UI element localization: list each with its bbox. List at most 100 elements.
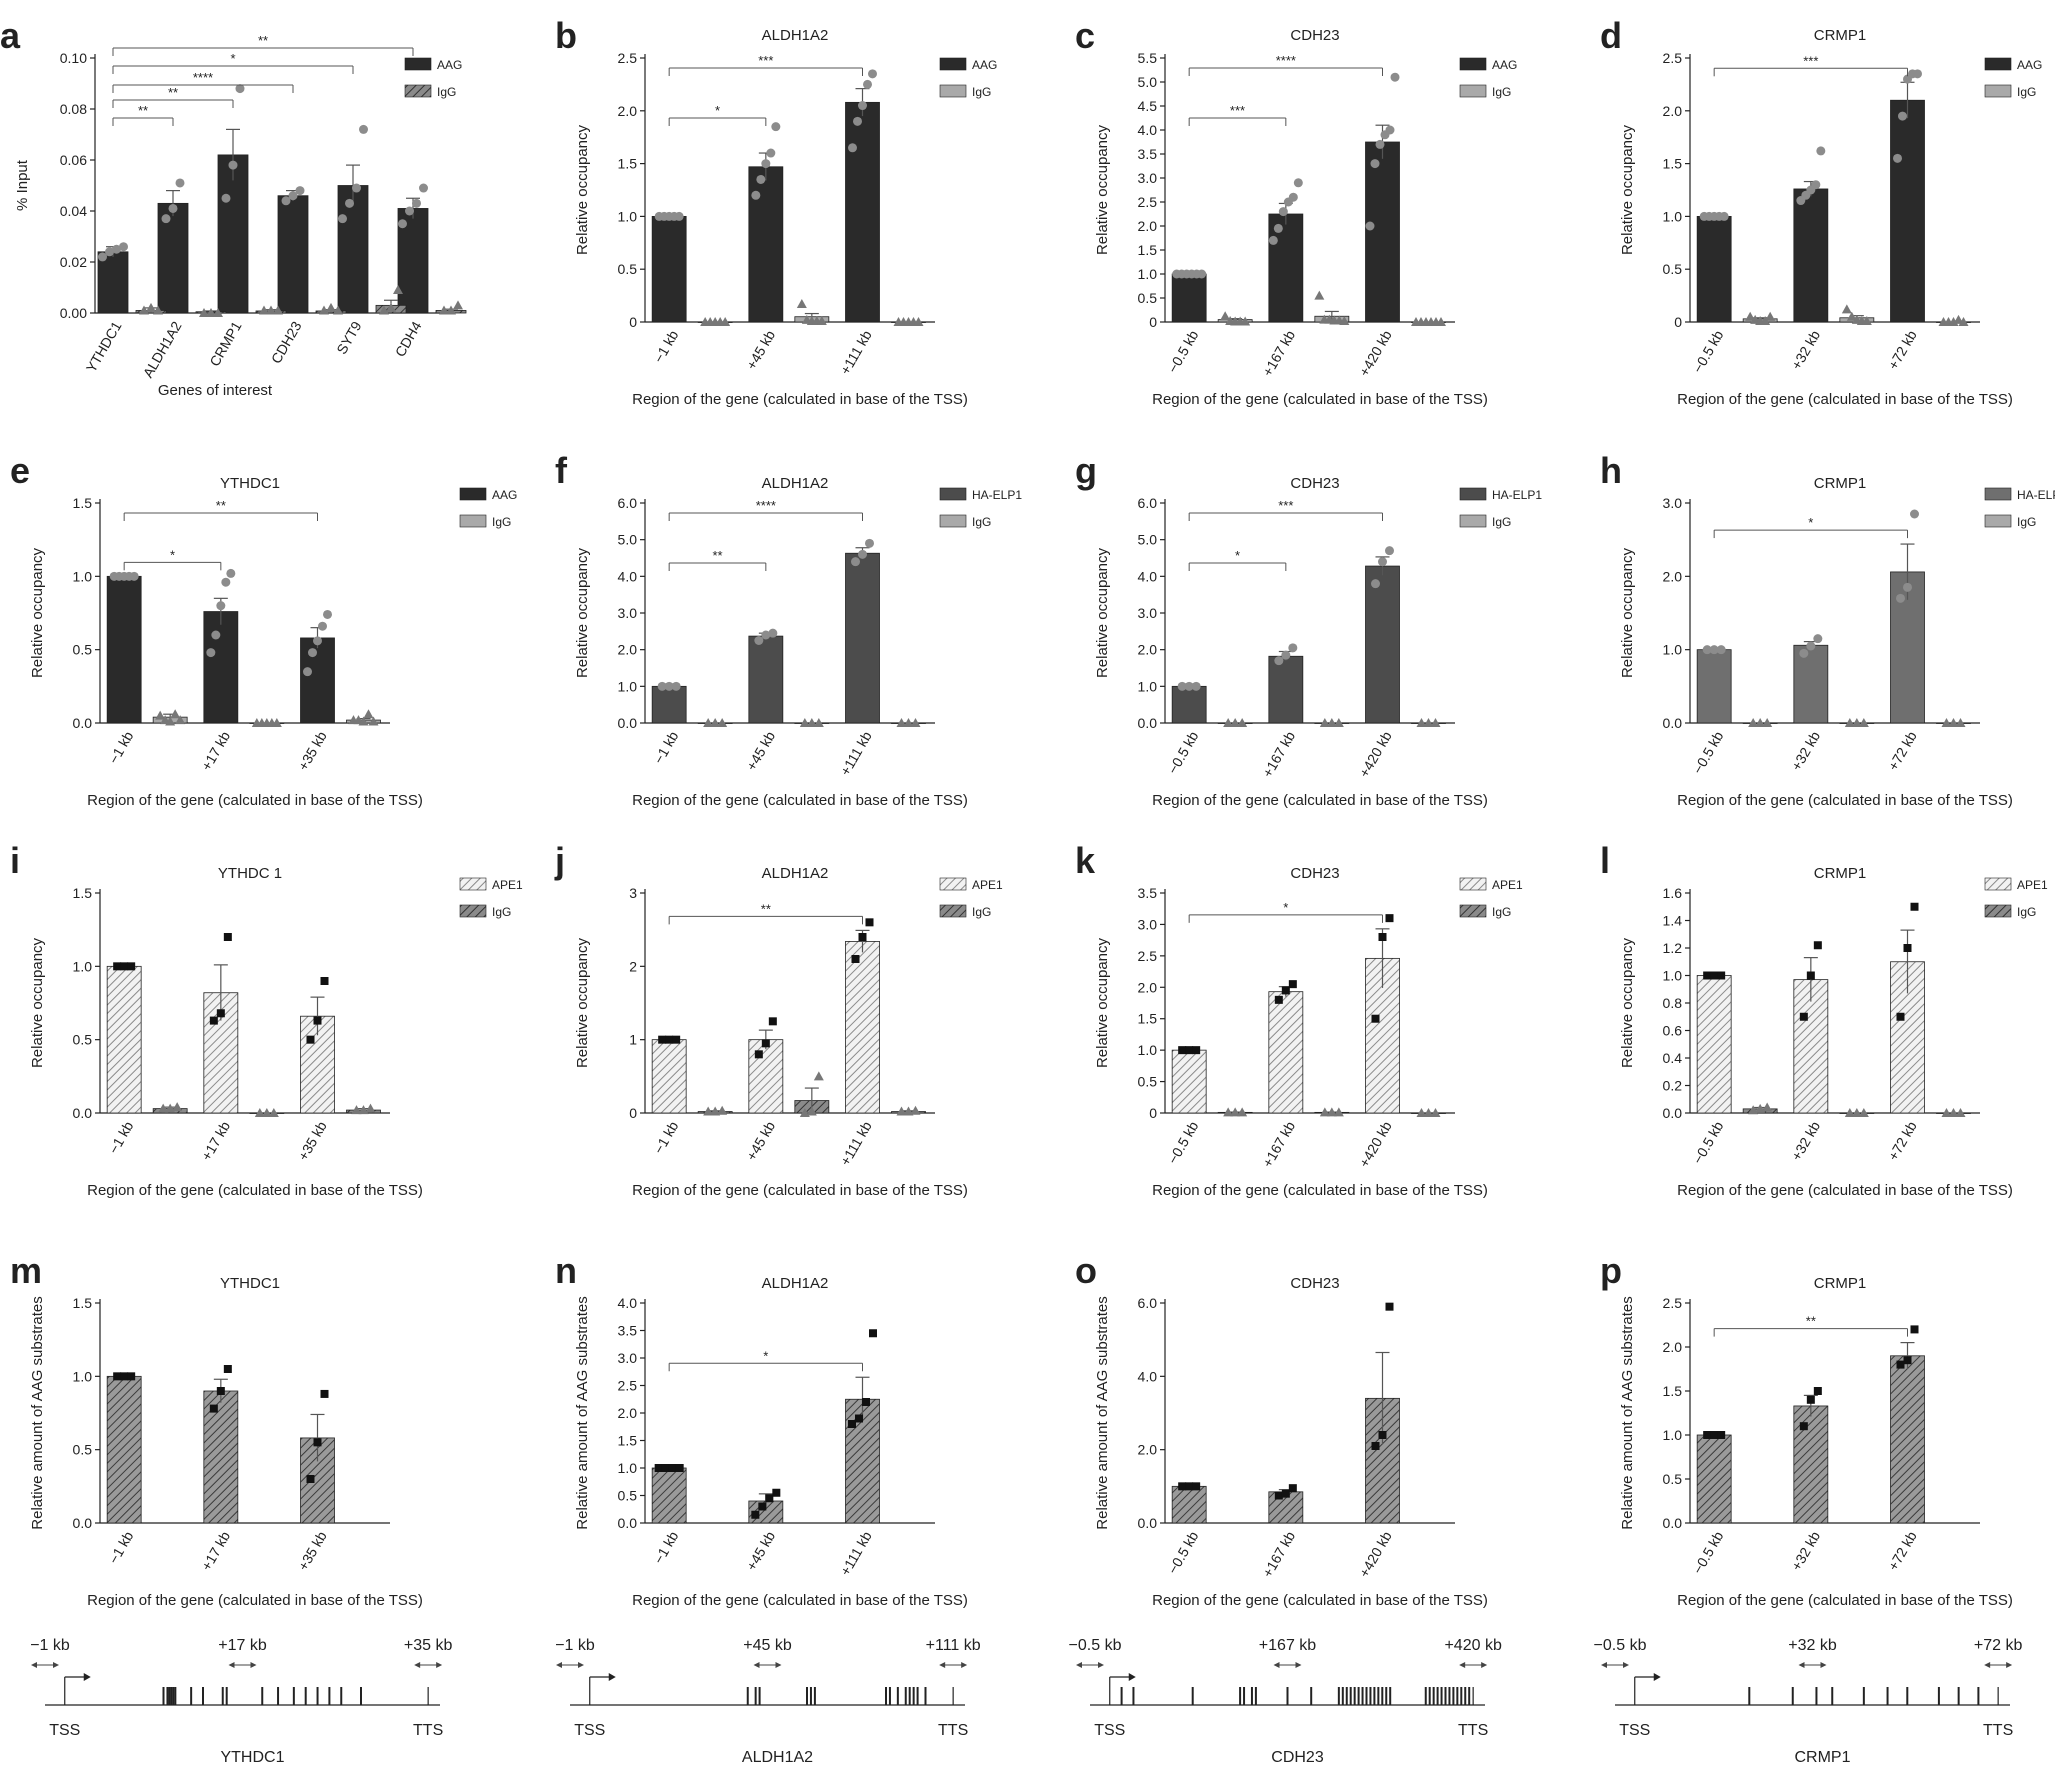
legend-label-l: APE1	[2017, 878, 2048, 892]
legend-swatch-b	[939, 84, 967, 98]
data-point-n	[661, 1464, 670, 1472]
data-point-e	[313, 636, 322, 646]
data-point-h	[1903, 582, 1912, 592]
data-point-a	[213, 308, 223, 317]
data-point-f	[799, 718, 810, 727]
data-point-d	[1841, 304, 1852, 314]
data-point-a	[359, 124, 368, 134]
data-point-f	[865, 538, 874, 548]
y-tick-label-n: 2.0	[618, 1405, 638, 1421]
x-axis-label-j: Region of the gene (calculated in base o…	[632, 1182, 968, 1199]
y-tick-label-n: 4.0	[618, 1295, 638, 1311]
region-arrow-right-icon	[1295, 1662, 1302, 1668]
region-arrow-right-icon	[961, 1662, 968, 1668]
y-tick-label-g: 5.0	[1138, 532, 1158, 548]
data-point-p	[1903, 1356, 1912, 1365]
data-point-g	[1333, 718, 1344, 727]
legend-label-g: HA-ELP1	[1492, 488, 1542, 502]
region-arrow-left-icon	[939, 1662, 946, 1668]
data-point-n	[668, 1464, 677, 1472]
bar-j-ape1-2	[845, 941, 880, 1114]
y-axis-label-p: Relative amount of AAG substrates	[1619, 1296, 1636, 1529]
data-point-i	[351, 1105, 362, 1115]
data-point-c	[1385, 125, 1395, 135]
data-point-k	[1237, 1107, 1248, 1117]
legend-swatch-i	[459, 904, 487, 918]
tss-label: TSS	[574, 1722, 605, 1739]
data-point-a	[319, 305, 329, 315]
panel-letter-m: m	[10, 1250, 42, 1291]
x-tick-label-d: −0.5 kb	[1689, 327, 1726, 375]
legend-swatch-a	[404, 57, 432, 71]
tts-label: TTS	[413, 1722, 443, 1739]
data-point-a	[453, 300, 463, 310]
y-tick-label-b: 2.5	[618, 50, 638, 66]
data-point-b	[766, 148, 776, 158]
region-arrow-right-icon	[1820, 1662, 1827, 1668]
data-point-o	[1274, 1491, 1283, 1500]
region-label: +111 kb	[926, 1637, 981, 1654]
gene-diagram-ythdc1: −1 kb +17 kb +35 kb TSS TTS YTHDC1	[30, 1637, 452, 1766]
x-tick-label-m: +35 kb	[295, 1528, 330, 1573]
data-point-a	[386, 302, 396, 312]
data-point-k	[1371, 1014, 1380, 1023]
x-axis-label-k: Region of the gene (calculated in base o…	[1152, 1182, 1488, 1199]
y-tick-label-c: 5.0	[1138, 74, 1158, 90]
data-point-f	[903, 718, 914, 727]
legend-label-i: IgG	[492, 905, 511, 919]
data-point-g	[1416, 718, 1427, 727]
region-label: +32 kb	[1788, 1637, 1837, 1654]
legend-label-i: APE1	[492, 878, 523, 892]
data-point-b	[796, 299, 807, 309]
data-point-i	[113, 962, 122, 971]
sig-stars-j: **	[761, 901, 771, 916]
sig-stars-h: *	[1808, 515, 1813, 530]
data-point-k	[1326, 1107, 1337, 1117]
legend-label-d: AAG	[2017, 58, 2042, 72]
bar-d-aag-1	[1793, 188, 1829, 323]
sig-stars-e: **	[216, 498, 226, 513]
bar-g-ha-elp1-0	[1171, 685, 1207, 724]
data-point-f	[813, 718, 824, 727]
panel-title-h: CRMP1	[1814, 475, 1867, 492]
y-tick-label-l: 1.6	[1663, 885, 1683, 901]
y-tick-label-a: 0.00	[60, 305, 87, 321]
data-point-l	[1717, 971, 1726, 980]
data-point-a	[405, 206, 414, 216]
legend-swatch-h	[1984, 514, 2012, 528]
sig-stars-c: ****	[1276, 53, 1296, 68]
y-axis-label-k: Relative occupancy	[1094, 937, 1111, 1068]
y-tick-label-b: 1.0	[618, 208, 638, 224]
panel-letter-h: h	[1600, 450, 1622, 491]
data-point-h	[1955, 718, 1966, 727]
data-point-f	[754, 636, 764, 645]
panel-letter-g: g	[1075, 450, 1097, 491]
data-point-k	[1281, 986, 1290, 995]
data-point-g	[1223, 718, 1234, 727]
panel-letter-e: e	[10, 450, 30, 491]
sig-stars-b: *	[715, 103, 720, 118]
data-point-i	[209, 1016, 218, 1025]
y-tick-label-l: 0.2	[1663, 1078, 1683, 1094]
legend-swatch-b	[939, 57, 967, 71]
data-point-b	[816, 315, 827, 325]
y-tick-label-m: 0.0	[73, 1515, 93, 1531]
y-tick-label-p: 2.5	[1663, 1295, 1683, 1311]
y-tick-label-o: 6.0	[1138, 1295, 1158, 1311]
data-point-c	[1273, 223, 1283, 233]
y-axis-label-f: Relative occupancy	[574, 547, 591, 678]
data-point-l	[1703, 971, 1712, 980]
y-tick-label-n: 0.0	[618, 1515, 638, 1531]
y-tick-label-l: 1.4	[1663, 913, 1683, 929]
data-point-l	[1858, 1108, 1869, 1117]
x-tick-label-p: +32 kb	[1788, 1528, 1823, 1573]
y-tick-label-j: 0	[629, 1105, 637, 1121]
data-point-a	[105, 247, 114, 257]
y-tick-label-c: 2.0	[1138, 218, 1158, 234]
data-point-h	[1910, 509, 1919, 519]
y-tick-label-f: 4.0	[618, 568, 638, 584]
y-tick-label-g: 6.0	[1138, 495, 1158, 511]
data-point-n	[675, 1464, 684, 1472]
data-point-c	[1293, 178, 1303, 188]
region-arrow-right-icon	[1098, 1662, 1104, 1668]
